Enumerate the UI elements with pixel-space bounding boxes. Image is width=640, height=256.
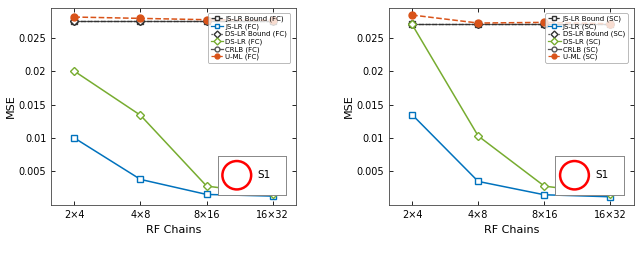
X-axis label: RF Chains: RF Chains xyxy=(484,225,539,235)
Legend: JS-LR Bound (SC), JS-LR (SC), DS-LR Bound (SC), DS-LR (SC), CRLB (SC), U-ML (SC): JS-LR Bound (SC), JS-LR (SC), DS-LR Boun… xyxy=(545,13,628,63)
X-axis label: RF Chains: RF Chains xyxy=(146,225,201,235)
Y-axis label: MSE: MSE xyxy=(6,94,16,118)
Y-axis label: MSE: MSE xyxy=(344,94,353,118)
Legend: JS-LR Bound (FC), JS-LR (FC), DS-LR Bound (FC), DS-LR (FC), CRLB (FC), U-ML (FC): JS-LR Bound (FC), JS-LR (FC), DS-LR Boun… xyxy=(208,13,290,63)
